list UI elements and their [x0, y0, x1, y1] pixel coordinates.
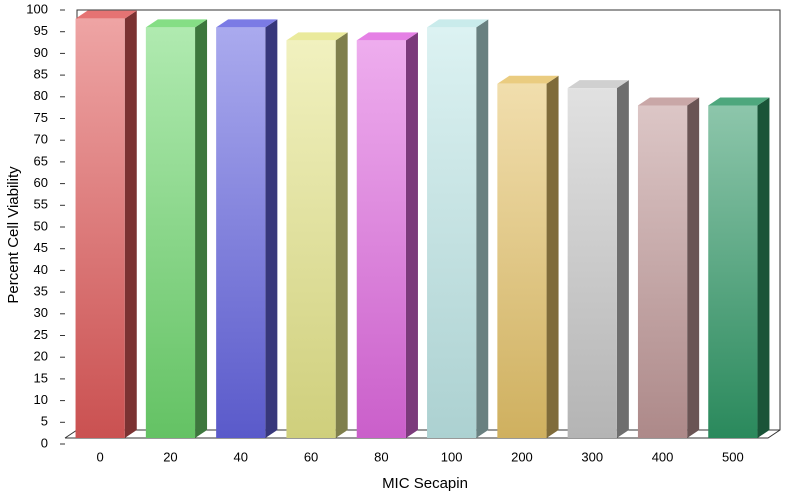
y-tick-label: 80 — [34, 88, 48, 103]
bar-side — [335, 32, 348, 438]
y-tick-label: 40 — [34, 262, 48, 277]
y-tick-label: 85 — [34, 67, 48, 82]
x-tick-label: 80 — [374, 449, 388, 464]
x-axis-label: MIC Secapin — [382, 475, 468, 492]
y-tick-label: 25 — [34, 327, 48, 342]
y-tick-label: 100 — [26, 1, 48, 16]
y-tick-label: 45 — [34, 240, 48, 255]
y-tick-label: 0 — [41, 435, 48, 450]
bar-side — [405, 32, 418, 438]
y-tick-label: 95 — [34, 23, 48, 38]
bar — [567, 88, 617, 439]
y-tick-label: 70 — [34, 132, 48, 147]
bar — [708, 105, 758, 438]
bar-top — [216, 19, 278, 28]
x-tick-label: 60 — [304, 449, 318, 464]
x-tick-label: 0 — [97, 449, 104, 464]
x-tick-label: 300 — [581, 449, 603, 464]
x-tick-label: 100 — [441, 449, 463, 464]
x-tick-label: 40 — [234, 449, 248, 464]
bar-top — [427, 19, 489, 28]
y-tick-label: 75 — [34, 110, 48, 125]
x-tick-label: 20 — [163, 449, 177, 464]
bar-side — [265, 19, 278, 439]
y-tick-label: 20 — [34, 349, 48, 364]
y-tick-label: 10 — [34, 392, 48, 407]
bar-top — [497, 75, 559, 84]
bar-side — [616, 80, 629, 439]
bar — [75, 18, 125, 439]
bar — [497, 83, 547, 438]
bar — [637, 105, 688, 438]
bar — [427, 27, 477, 439]
y-tick-label: 30 — [34, 305, 48, 320]
bar-top — [145, 19, 208, 28]
bar — [145, 27, 196, 439]
y-tick-label: 55 — [34, 197, 48, 212]
y-tick-label: 65 — [34, 153, 48, 168]
x-tick-label: 500 — [722, 449, 744, 464]
bar-top — [708, 97, 770, 106]
bar-side — [687, 97, 700, 438]
bar — [286, 40, 336, 438]
y-tick-label: 15 — [34, 370, 48, 385]
bar-top — [286, 32, 348, 41]
bar — [216, 27, 266, 439]
y-tick-label: 35 — [34, 284, 48, 299]
bar-side — [195, 19, 208, 439]
bar-top — [75, 10, 137, 19]
bar-top — [567, 80, 629, 89]
bar-side — [124, 10, 137, 439]
x-tick-label: 400 — [652, 449, 674, 464]
bar-side — [546, 75, 559, 438]
y-axis-label: Percent Cell Viability — [5, 166, 22, 304]
y-tick-label: 50 — [34, 218, 48, 233]
y-tick-label: 90 — [34, 45, 48, 60]
bar-top — [637, 97, 700, 106]
bar — [356, 40, 406, 438]
bar-side — [757, 97, 770, 438]
y-tick-label: 60 — [34, 175, 48, 190]
bar-side — [476, 19, 489, 439]
bar-top — [356, 32, 418, 41]
x-tick-label: 200 — [511, 449, 533, 464]
y-tick-label: 5 — [41, 414, 48, 429]
